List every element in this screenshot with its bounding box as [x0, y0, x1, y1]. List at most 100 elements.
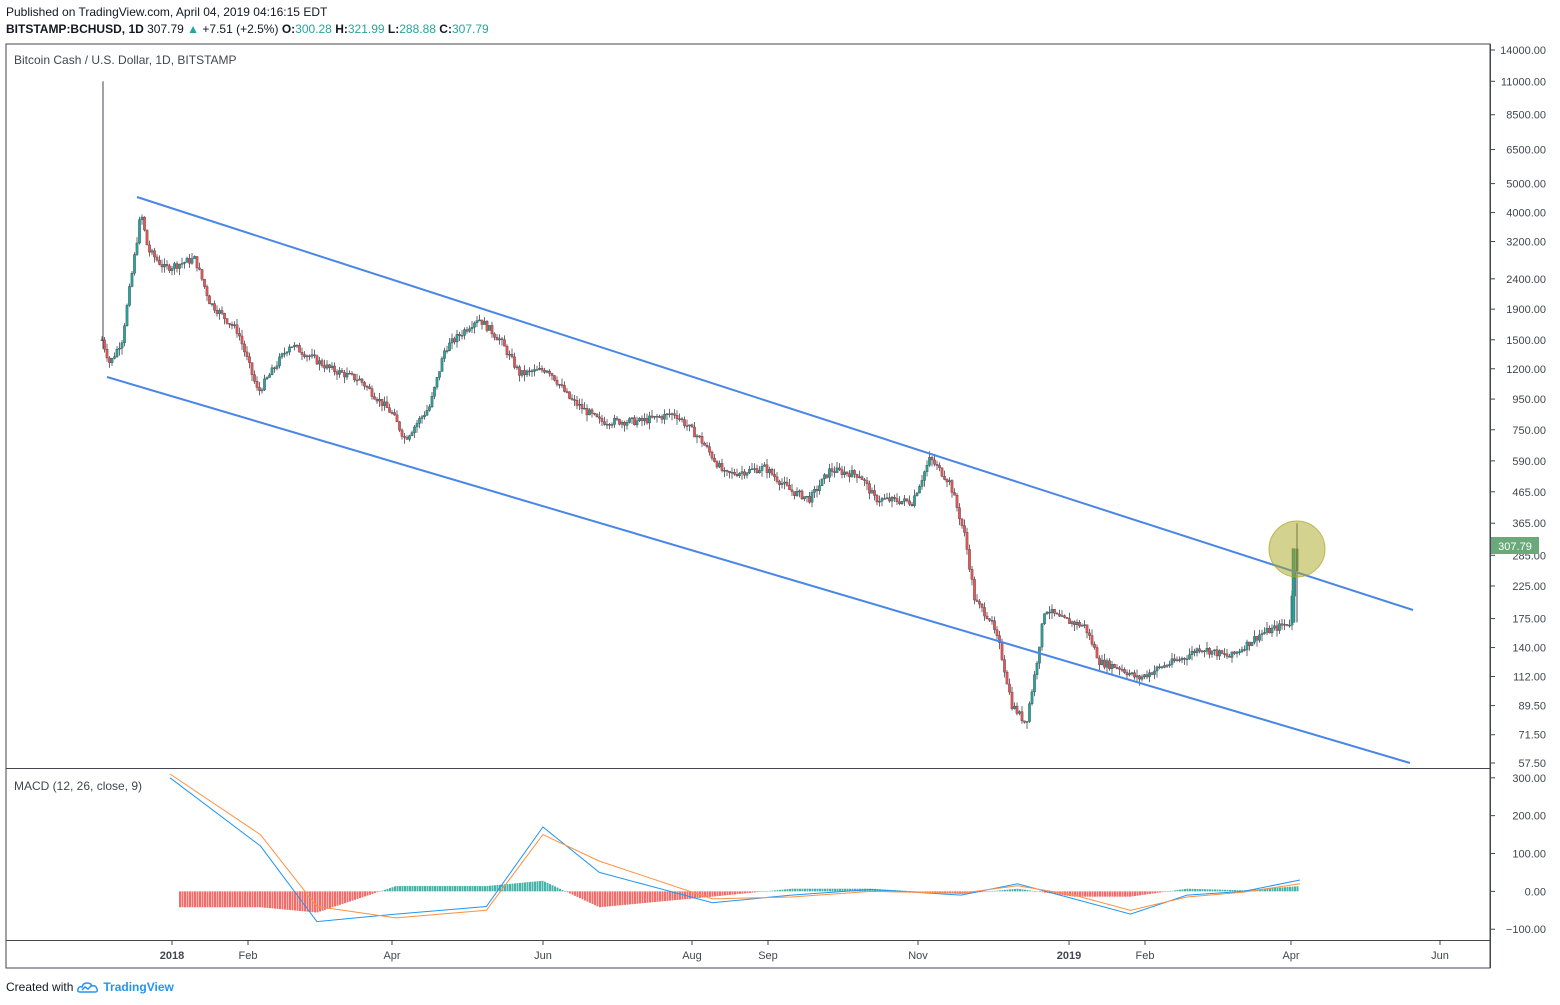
- candle-body: [400, 429, 404, 437]
- histogram-bar: [339, 891, 341, 905]
- candle-body: [368, 386, 371, 389]
- candle-body: [513, 356, 516, 368]
- candle-body: [165, 264, 169, 267]
- candle-body: [440, 358, 444, 372]
- candle-body: [1258, 634, 1261, 641]
- candle-body: [1270, 627, 1274, 634]
- histogram-bar: [366, 891, 369, 896]
- histogram-bar: [651, 891, 654, 903]
- candle-body: [1148, 672, 1151, 678]
- histogram-bar: [1004, 889, 1006, 892]
- histogram-bar: [814, 888, 816, 892]
- candle-body: [200, 269, 204, 280]
- candle-body: [483, 321, 486, 325]
- candle-body: [410, 432, 414, 436]
- histogram-bar: [354, 891, 356, 900]
- price-tick-label: 140.00: [1512, 643, 1546, 655]
- candle-body: [1020, 711, 1024, 722]
- candle-body: [1203, 650, 1206, 653]
- histogram-bar: [289, 891, 291, 911]
- histogram-bar: [1039, 891, 1041, 892]
- candle-body: [145, 229, 149, 246]
- histogram-bar: [574, 891, 576, 896]
- chart-title: Bitcoin Cash / U.S. Dollar, 1D, BITSTAMP: [14, 53, 237, 67]
- lower-channel-line[interactable]: [106, 376, 1411, 764]
- close-value: 307.79: [451, 22, 489, 36]
- histogram-bar: [266, 891, 269, 908]
- histogram-bar: [764, 891, 766, 892]
- histogram-bar: [726, 891, 729, 896]
- candle-body: [415, 423, 419, 428]
- candle-body: [713, 457, 716, 462]
- candle-body: [113, 356, 116, 359]
- histogram-bar: [689, 891, 691, 899]
- candle-body: [250, 362, 254, 375]
- candle-body: [1013, 705, 1016, 709]
- candle-body: [1208, 647, 1211, 655]
- histogram-bar: [1264, 888, 1266, 892]
- candle-body: [1025, 721, 1029, 723]
- candle-body: [1085, 624, 1089, 634]
- candle-body: [773, 474, 776, 478]
- candle-body: [873, 490, 876, 496]
- histogram-bar: [486, 885, 489, 892]
- histogram-bar: [326, 891, 329, 910]
- candle-body: [915, 492, 919, 496]
- time-tick-label: Jun: [534, 950, 552, 962]
- candle-body: [1205, 647, 1209, 652]
- candle-body: [705, 445, 709, 447]
- histogram-bar: [316, 891, 319, 913]
- candle-body: [853, 470, 856, 475]
- histogram-bar: [1034, 891, 1036, 892]
- candle-body: [940, 467, 944, 477]
- histogram-bar: [474, 886, 476, 892]
- candle-body: [535, 369, 539, 371]
- candle-body: [1235, 651, 1239, 654]
- candle-body: [398, 421, 401, 431]
- histogram-bar: [189, 891, 191, 908]
- tradingview-brand[interactable]: TradingView: [103, 980, 174, 994]
- candle-body: [898, 501, 901, 505]
- histogram-bar: [1109, 891, 1111, 897]
- histogram-bar: [296, 891, 299, 911]
- candle-body: [315, 355, 319, 365]
- candle-body: [900, 501, 904, 505]
- histogram-bar: [1081, 891, 1084, 897]
- time-tick-label: Apr: [383, 950, 400, 962]
- candle-body: [158, 259, 161, 265]
- histogram-bar: [1146, 891, 1149, 895]
- candle-body: [938, 465, 941, 469]
- time-tick-label: Feb: [1136, 950, 1155, 962]
- candle-body: [1263, 632, 1266, 634]
- candle-body: [393, 412, 396, 416]
- histogram-bar: [409, 886, 411, 892]
- candle-body: [970, 569, 974, 580]
- candle-body: [680, 418, 684, 421]
- candle-body: [1240, 649, 1244, 652]
- candle-body: [133, 254, 136, 274]
- breakout-highlight-circle[interactable]: [1268, 520, 1326, 578]
- histogram-bar: [1239, 890, 1241, 892]
- candle-body: [620, 421, 624, 425]
- histogram-bar: [959, 891, 961, 894]
- candle-body: [1268, 627, 1271, 634]
- low-label: L:: [387, 22, 400, 36]
- histogram-bar: [986, 891, 989, 892]
- candle-body: [735, 474, 739, 477]
- candle-body: [878, 500, 881, 503]
- candle-body: [555, 380, 559, 385]
- candle-body: [643, 418, 646, 422]
- candle-body: [770, 469, 774, 475]
- candle-body: [115, 349, 119, 357]
- candle-body: [380, 398, 384, 406]
- upper-channel-line[interactable]: [136, 196, 1414, 611]
- macd-tick-label: 300.00: [1512, 773, 1546, 785]
- histogram-bar: [1089, 891, 1091, 897]
- histogram-bar: [1274, 887, 1276, 892]
- histogram-bar: [741, 891, 744, 894]
- candle-body: [983, 607, 986, 617]
- histogram-bar: [774, 890, 776, 892]
- candle-body: [565, 391, 569, 393]
- candle-body: [925, 465, 929, 473]
